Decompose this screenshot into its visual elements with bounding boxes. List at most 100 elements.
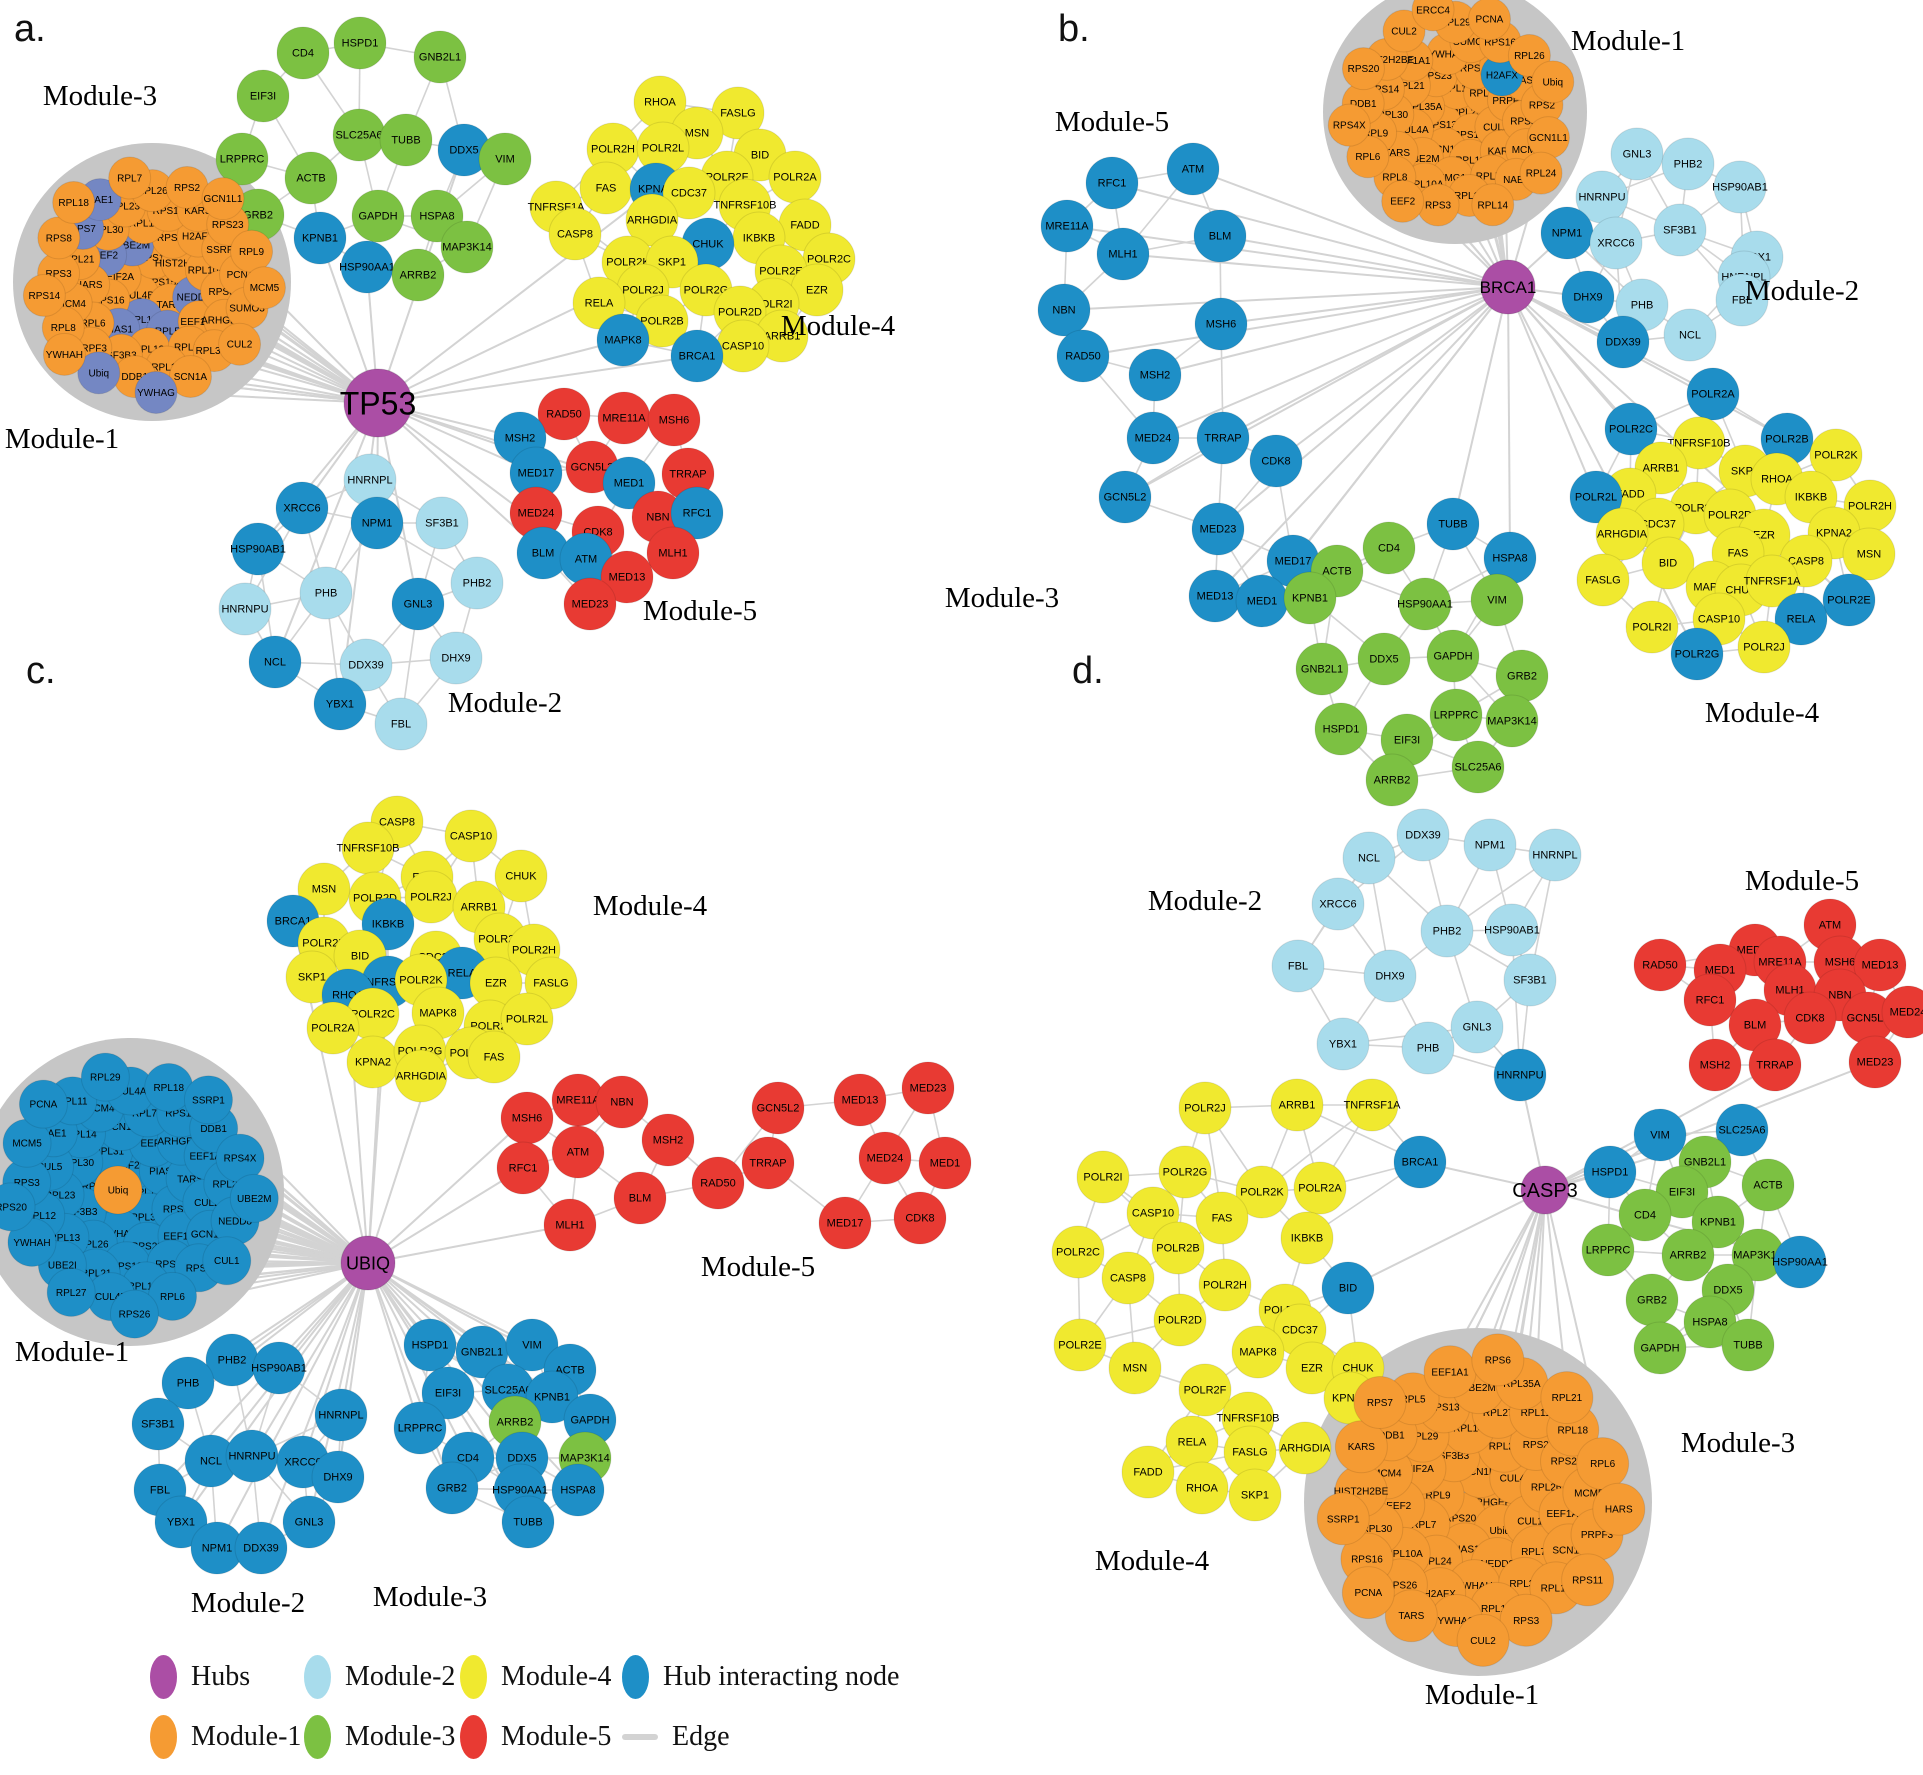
node-RAD50[interactable]	[537, 387, 591, 441]
node-HNRNPL[interactable]	[1528, 828, 1582, 882]
node-RPL6[interactable]	[1576, 1437, 1630, 1491]
node-HSP90AA1[interactable]	[1398, 577, 1452, 631]
node-GCN5L2[interactable]	[751, 1081, 805, 1135]
node-SF3B1[interactable]	[1653, 203, 1707, 257]
node-XRCC6[interactable]	[1589, 216, 1643, 270]
node-HNRNPL[interactable]	[314, 1388, 368, 1442]
node-TRRAP[interactable]	[1196, 411, 1250, 465]
node-MSH6[interactable]	[1194, 297, 1248, 351]
node-MED23[interactable]	[901, 1061, 955, 1115]
node-FAS[interactable]	[579, 161, 633, 215]
node-POLR2B[interactable]	[1151, 1221, 1205, 1275]
node-POLR2K[interactable]	[1809, 428, 1863, 482]
node-YWHAH[interactable]	[42, 332, 86, 376]
node-POLR2H[interactable]	[1198, 1258, 1252, 1312]
node-ERCC4[interactable]	[1411, 0, 1455, 32]
node-DDX39[interactable]	[234, 1521, 288, 1575]
node-RFC1[interactable]	[1683, 973, 1737, 1027]
node-RAD50[interactable]	[1633, 938, 1687, 992]
node-RFC1[interactable]	[1085, 156, 1139, 210]
node-HNRNPU[interactable]	[218, 582, 272, 636]
node-TUBB[interactable]	[1721, 1318, 1775, 1372]
node-MSH2[interactable]	[641, 1113, 695, 1167]
node-SSRP1[interactable]	[183, 1075, 233, 1125]
node-CUL2[interactable]	[1456, 1613, 1510, 1667]
node-RPL27[interactable]	[46, 1267, 96, 1317]
node-MLH1[interactable]	[1096, 227, 1150, 281]
node-FAS[interactable]	[1195, 1191, 1249, 1245]
node-NCL[interactable]	[248, 635, 302, 689]
node-LRPPRC[interactable]	[1429, 688, 1483, 742]
node-CDC37[interactable]	[662, 166, 716, 220]
node-ARRB1[interactable]	[1270, 1078, 1324, 1132]
node-RPS14[interactable]	[22, 273, 66, 317]
node-MSN[interactable]	[1842, 527, 1896, 581]
node-MED24[interactable]	[858, 1131, 912, 1185]
node-RPS11[interactable]	[1561, 1553, 1615, 1607]
node-RPL6[interactable]	[1346, 135, 1390, 179]
node-GRB2[interactable]	[425, 1461, 479, 1515]
node-BID[interactable]	[1641, 536, 1695, 590]
node-RAD50[interactable]	[691, 1156, 745, 1210]
node-RPS26[interactable]	[109, 1289, 159, 1339]
node-SLC25A6[interactable]	[1451, 740, 1505, 794]
node-KPNB1[interactable]	[293, 211, 347, 265]
node-POLR2E[interactable]	[1053, 1318, 1107, 1372]
node-GNB2L1[interactable]	[413, 30, 467, 84]
node-GNL3[interactable]	[282, 1495, 336, 1549]
node-MED24[interactable]	[1126, 411, 1180, 465]
node-FADD[interactable]	[1121, 1445, 1175, 1499]
node-BRCA1[interactable]	[670, 329, 724, 383]
node-ATM[interactable]	[1166, 142, 1220, 196]
node-MRE11A[interactable]	[1040, 199, 1094, 253]
node-VIM[interactable]	[1633, 1108, 1687, 1162]
node-GNL3[interactable]	[391, 577, 445, 631]
node-MED23[interactable]	[563, 577, 617, 631]
node-MED1[interactable]	[918, 1136, 972, 1190]
node-PHB[interactable]	[161, 1356, 215, 1410]
node-HSPD1[interactable]	[403, 1318, 457, 1372]
node-SSRP1[interactable]	[1316, 1492, 1370, 1546]
hub-node-CASP3[interactable]	[1520, 1165, 1570, 1215]
node-NPM1[interactable]	[1540, 206, 1594, 260]
node-SLC25A6[interactable]	[332, 108, 386, 162]
node-MSH2[interactable]	[1688, 1038, 1742, 1092]
node-YBX1[interactable]	[1316, 1017, 1370, 1071]
node-MED13[interactable]	[1188, 569, 1242, 623]
node-POLR2C[interactable]	[1604, 402, 1658, 456]
node-RPS4X[interactable]	[1327, 103, 1371, 147]
node-RPL21[interactable]	[1540, 1371, 1594, 1425]
node-ARHGDIA[interactable]	[1278, 1421, 1332, 1475]
node-SKP1[interactable]	[1228, 1468, 1282, 1522]
node-GAPDH[interactable]	[351, 189, 405, 243]
node-FBL[interactable]	[1715, 273, 1769, 327]
node-RPL14[interactable]	[1471, 183, 1515, 227]
node-DHX9[interactable]	[429, 631, 483, 685]
node-RPS20[interactable]	[1341, 47, 1385, 91]
node-VIM[interactable]	[478, 132, 532, 186]
node-POLR2J[interactable]	[1178, 1081, 1232, 1135]
node-ARRB2[interactable]	[1661, 1228, 1715, 1282]
node-MED1[interactable]	[602, 456, 656, 510]
node-MED17[interactable]	[818, 1196, 872, 1250]
node-PHB2[interactable]	[450, 556, 504, 610]
node-GRB2[interactable]	[1625, 1273, 1679, 1327]
node-RPS7[interactable]	[1353, 1375, 1407, 1429]
node-PCNA[interactable]	[18, 1079, 68, 1129]
node-RPL29[interactable]	[80, 1052, 130, 1102]
node-SF3B1[interactable]	[1503, 953, 1557, 1007]
node-POLR2C[interactable]	[1051, 1225, 1105, 1279]
node-CASP8[interactable]	[1101, 1251, 1155, 1305]
node-POLR2A[interactable]	[306, 1001, 360, 1055]
node-MED23[interactable]	[1848, 1035, 1902, 1089]
node-POLR2I[interactable]	[1625, 600, 1679, 654]
node-RPL7[interactable]	[108, 156, 152, 200]
node-EIF3I[interactable]	[421, 1366, 475, 1420]
node-ARRB2[interactable]	[1365, 753, 1419, 807]
node-POLR2F[interactable]	[1178, 1363, 1232, 1417]
node-BID[interactable]	[1321, 1261, 1375, 1315]
node-PHB2[interactable]	[1420, 904, 1474, 958]
node-MSH2[interactable]	[1128, 348, 1182, 402]
node-HSP90AB1[interactable]	[1713, 160, 1767, 214]
node-MRE11A[interactable]	[597, 391, 651, 445]
